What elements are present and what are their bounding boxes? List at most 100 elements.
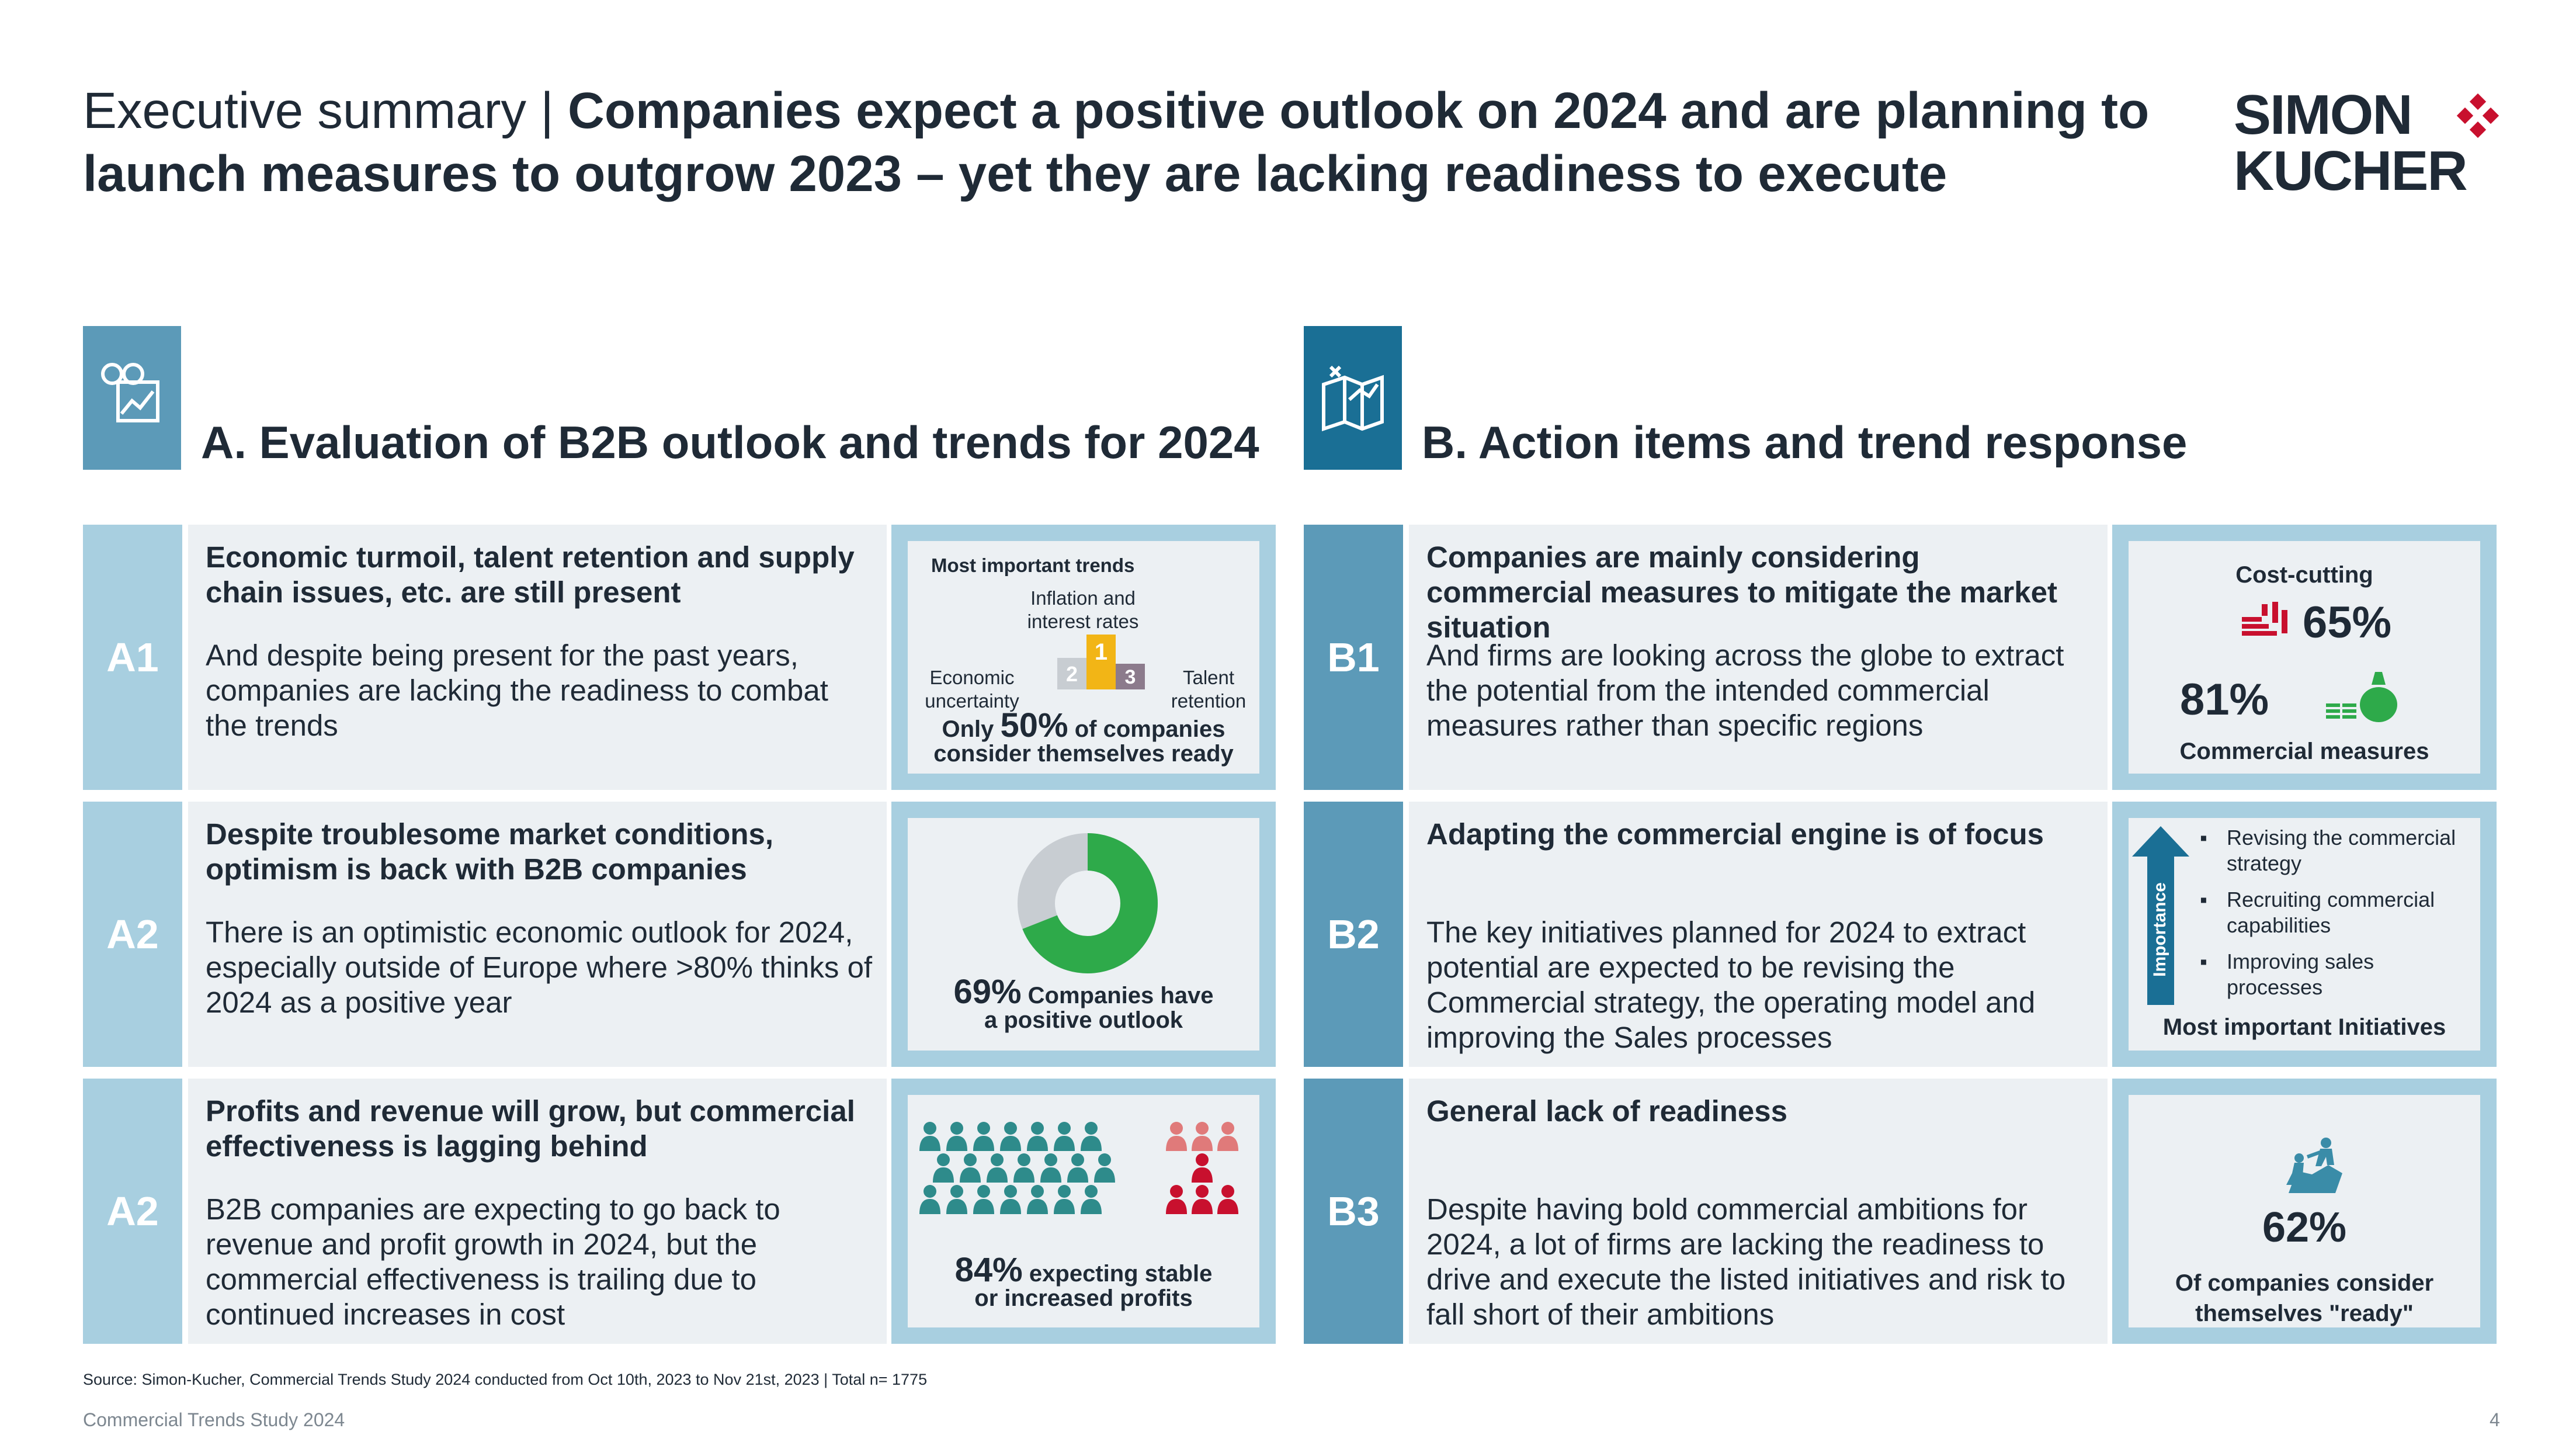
row-label-a2: A2 xyxy=(83,802,182,1067)
person-icon xyxy=(973,1185,994,1214)
outlook-value: 69% xyxy=(953,973,1022,1011)
person-icon xyxy=(946,1185,967,1214)
climbing-help-icon xyxy=(2286,1138,2342,1193)
title-main-line2: launch measures to outgrow 2023 – yet th… xyxy=(83,145,1947,202)
person-icon xyxy=(919,1185,940,1214)
importance-arrow-icon xyxy=(2132,826,2189,1005)
row-head-a2: Despite troublesome market conditions, o… xyxy=(206,817,774,886)
donut-positive-segment xyxy=(1018,833,1158,973)
person-icon xyxy=(1054,1185,1075,1214)
outlook-post: Companies have xyxy=(1027,983,1214,1008)
people-group-icon xyxy=(919,1122,1238,1214)
row-text-a2: Despite troublesome market conditions, o… xyxy=(188,802,887,1067)
profits-value: 84% xyxy=(954,1251,1023,1289)
row-text-a3: Profits and revenue will grow, but comme… xyxy=(188,1079,887,1344)
initiative-item: ▪ Improving sales processes xyxy=(2200,949,2374,999)
ready-value: 62% xyxy=(2262,1204,2347,1251)
title-prefix: Executive summary | xyxy=(83,82,568,139)
section-b-title: B. Action items and trend response xyxy=(1422,417,2188,468)
person-icon xyxy=(1040,1153,1061,1183)
person-icon xyxy=(946,1122,967,1151)
row-visual-a3: 84% expecting stable or increased profit… xyxy=(891,1079,1276,1344)
row-head-a1: Economic turmoil, talent retention and s… xyxy=(206,540,855,609)
trends-heading: Most important trends xyxy=(931,554,1135,576)
binoculars-chart-icon xyxy=(101,363,159,422)
ready-line1: Of companies consider xyxy=(2175,1270,2434,1296)
person-icon xyxy=(1217,1122,1238,1151)
row-body-a2: There is an optimistic economic outlook … xyxy=(206,916,873,1019)
source-note: Source: Simon-Kucher, Commercial Trends … xyxy=(83,1371,928,1388)
commercial-label: Commercial measures xyxy=(2179,739,2429,764)
row-label-b3: B3 xyxy=(1304,1079,1403,1344)
outlook-donut-chart xyxy=(1018,833,1158,973)
row-text-a1: Economic turmoil, talent retention and s… xyxy=(188,525,887,790)
commercial-value: 81% xyxy=(2180,675,2269,724)
person-icon xyxy=(1166,1122,1187,1151)
cost-cutting-value: 65% xyxy=(2303,598,2392,647)
row-visual-b1: Cost-cutting 65% 81% xyxy=(2112,525,2497,790)
row-text-b3: General lack of readiness Despite having… xyxy=(1409,1079,2108,1344)
outlook-line2: a positive outlook xyxy=(984,1007,1183,1033)
logo-line2: KUCHER xyxy=(2234,140,2468,202)
person-icon xyxy=(1192,1153,1213,1183)
ready-line2: themselves "ready" xyxy=(2195,1301,2414,1326)
person-icon xyxy=(960,1153,981,1183)
page-title: Executive summary | Companies expect a p… xyxy=(83,79,2162,206)
person-icon xyxy=(1027,1185,1048,1214)
initiative-item: ▪ Revising the commercial strategy xyxy=(2200,826,2456,875)
readiness-stat: Only 50% of companies xyxy=(908,709,1259,746)
trend-first-label: Inflation and interest rates xyxy=(1027,587,1139,632)
initiatives-footer: Most important Initiatives xyxy=(2162,1014,2446,1040)
section-b-icon-tile xyxy=(1304,326,1402,470)
person-icon xyxy=(1217,1185,1238,1214)
person-icon xyxy=(1081,1185,1102,1214)
person-icon xyxy=(1000,1122,1021,1151)
row-text-b2: Adapting the commercial engine is of foc… xyxy=(1409,802,2108,1067)
person-icon xyxy=(1094,1153,1115,1183)
person-icon xyxy=(1013,1153,1034,1183)
row-body-b3: Despite having bold commercial ambitions… xyxy=(1426,1193,2066,1331)
trend-third-label: Talent retention xyxy=(1171,667,1247,712)
section-a-icon-tile xyxy=(83,326,181,470)
row-head-a3: Profits and revenue will grow, but comme… xyxy=(206,1094,855,1163)
row-label-b2: B2 xyxy=(1304,802,1403,1067)
row-body-a3: B2B companies are expecting to go back t… xyxy=(206,1193,780,1331)
importance-label: Importance xyxy=(2150,882,2169,977)
row-head-b3: General lack of readiness xyxy=(1426,1094,1787,1128)
page-number: 4 xyxy=(2490,1409,2500,1430)
row-head-b2: Adapting the commercial engine is of foc… xyxy=(1426,817,2044,851)
profits-post: expecting stable xyxy=(1029,1261,1213,1287)
row-label-a3: A2 xyxy=(83,1079,182,1344)
declining-bars-icon xyxy=(2242,602,2287,636)
money-bag-icon xyxy=(2326,672,2397,722)
person-icon xyxy=(1000,1185,1021,1214)
podium-first: 1 xyxy=(1086,635,1116,689)
cost-cutting-label: Cost-cutting xyxy=(2235,562,2373,588)
person-icon xyxy=(973,1122,994,1151)
row-visual-a1: Most important trends Inflation and inte… xyxy=(891,525,1276,790)
person-icon xyxy=(987,1153,1008,1183)
section-a-title: A. Evaluation of B2B outlook and trends … xyxy=(201,417,1259,468)
person-icon xyxy=(1027,1122,1048,1151)
simon-kucher-logo: SIMON KUCHER xyxy=(2234,83,2502,202)
readiness-pre: Only xyxy=(942,716,994,742)
row-visual-b2: Importance ▪ Revising the commercial stra… xyxy=(2112,802,2497,1067)
profits-stat: 84% expecting stable xyxy=(908,1251,1259,1290)
strategy-map-icon xyxy=(1322,365,1384,432)
row-visual-a2: 69% Companies have a positive outlook xyxy=(891,802,1276,1067)
logo-diamond-mark-icon xyxy=(2456,93,2499,138)
trend-second-label: Economic uncertainty xyxy=(925,667,1019,712)
person-icon xyxy=(1166,1185,1187,1214)
podium-second: 2 xyxy=(1057,658,1086,689)
profits-line2: or increased profits xyxy=(974,1285,1193,1311)
outlook-stat: 69% Companies have xyxy=(908,973,1259,1012)
person-icon xyxy=(919,1122,940,1151)
logo-line1: SIMON xyxy=(2234,84,2413,146)
person-icon xyxy=(1192,1185,1213,1214)
footer-study-name: Commercial Trends Study 2024 xyxy=(83,1409,345,1430)
person-icon xyxy=(1067,1153,1088,1183)
person-icon xyxy=(933,1153,954,1183)
title-main-line1: Companies expect a positive outlook on 2… xyxy=(567,82,2150,139)
row-head-b1: Companies are mainly considering commerc… xyxy=(1426,540,2057,644)
row-label-a1: A1 xyxy=(83,525,182,790)
